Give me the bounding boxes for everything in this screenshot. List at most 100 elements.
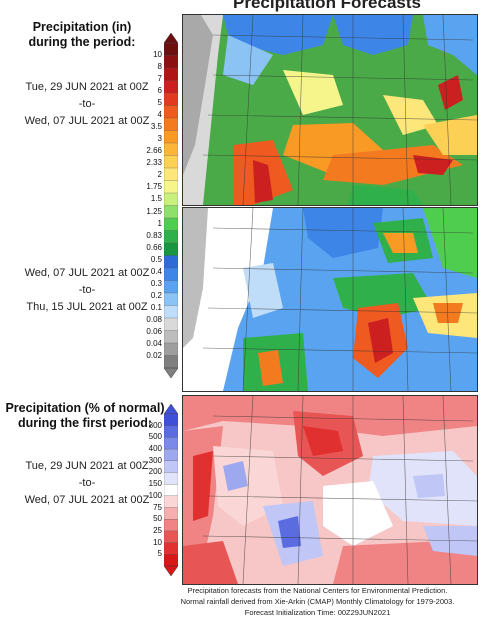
- normal-period-dates: Tue, 29 JUN 2021 at 00Z -to- Wed, 07 JUL…: [8, 458, 166, 509]
- precip-scale-label: 3: [157, 134, 162, 144]
- precip-scale-label: 0.3: [150, 278, 162, 288]
- normal-scale-swatch: [164, 472, 178, 485]
- normal-color-scale: [164, 404, 178, 576]
- precip-scale-label: 2: [157, 170, 162, 180]
- precip-scale-swatch: [164, 242, 178, 256]
- precip-scale-label: 1.75: [146, 182, 162, 192]
- precip-scale-label: 1.25: [146, 206, 162, 216]
- normal-scale-swatch: [164, 507, 178, 520]
- normal-scale-top-arrow: [164, 404, 178, 415]
- precip-scale-swatch: [164, 180, 178, 194]
- precip-scale-label: 8: [157, 62, 162, 72]
- precip-heading-line1: Precipitation (in): [32, 20, 132, 34]
- precip-scale-swatch: [164, 92, 178, 106]
- normal-scale-label: 5: [157, 549, 162, 559]
- period2-end: Thu, 15 JUL 2021 at 00Z: [26, 301, 148, 313]
- period2-start: Wed, 07 JUL 2021 at 00Z: [24, 267, 150, 279]
- precip-scale-label: 0.06: [146, 326, 162, 336]
- normal-period-sep: -to-: [78, 477, 96, 489]
- normal-scale-swatch: [164, 519, 178, 532]
- period1-dates: Tue, 29 JUN 2021 at 00Z -to- Wed, 07 JUL…: [8, 79, 166, 130]
- normal-scale-swatch: [164, 437, 178, 450]
- precip-scale-swatch: [164, 355, 178, 369]
- precip-scale-swatch: [164, 42, 178, 56]
- normal-scale-label: 100: [148, 490, 162, 500]
- precip-scale-swatch: [164, 230, 178, 244]
- precip-scale-label: 10: [153, 50, 162, 60]
- precip-scale-swatch: [164, 55, 178, 69]
- precip-scale-bottom-arrow: [164, 367, 178, 378]
- precip-scale-label: 0.04: [146, 338, 162, 348]
- precip-scale-label: 7: [157, 74, 162, 84]
- precip-scale-swatch: [164, 67, 178, 81]
- normal-scale-swatch: [164, 448, 178, 462]
- normal-scale-swatch: [164, 495, 178, 508]
- precip-scale-swatch: [164, 342, 178, 356]
- normal-scale-bottom-arrow: [164, 565, 178, 576]
- precip-scale-swatch: [164, 267, 178, 281]
- normal-scale-swatch: [164, 530, 178, 544]
- normal-scale-swatch: [164, 425, 178, 438]
- precip-scale-label: 3.5: [150, 122, 162, 132]
- normal-scale-label: 10: [153, 537, 162, 547]
- precip-scale-label: 0.66: [146, 242, 162, 252]
- precip-scale-swatch: [164, 292, 178, 306]
- precip-scale-swatch: [164, 317, 178, 331]
- normal-scale-swatch: [164, 484, 178, 497]
- precip-scale-label: 2.33: [146, 158, 162, 168]
- precip-scale-swatch: [164, 330, 178, 344]
- precip-color-scale: [164, 33, 178, 378]
- normal-scale-label: 75: [153, 502, 162, 512]
- normal-scale-label: 800: [148, 420, 162, 430]
- footer-line1: Precipitation forecasts from the Nationa…: [187, 586, 448, 595]
- normal-scale-label: 150: [148, 479, 162, 489]
- normal-scale-swatch: [164, 460, 178, 473]
- precip-scale-label: 0.08: [146, 314, 162, 324]
- precip-scale-swatch: [164, 130, 178, 144]
- normal-scale-label: 500: [148, 432, 162, 442]
- precip-scale-label: 2.66: [146, 146, 162, 156]
- precip-scale-label: 6: [157, 86, 162, 96]
- precip-scale-swatch: [164, 205, 178, 219]
- normal-scale-labels: 800 500 400 300 200 150 100 75 50 25 10 5: [130, 0, 162, 626]
- precip-heading-line2: during the period:: [28, 35, 136, 49]
- normal-scale-swatch: [164, 542, 178, 555]
- precip-scale-label: 1: [157, 218, 162, 228]
- precip-heading: Precipitation (in) during the period:: [12, 20, 152, 50]
- precip-scale-swatch: [164, 155, 178, 169]
- footer-notes: Precipitation forecasts from the Nationa…: [150, 585, 485, 618]
- footer-line3: Forecast Initialization Time: 00Z29JUN20…: [244, 608, 391, 617]
- precip-scale-label: 0.5: [150, 254, 162, 264]
- precip-scale-label: 0.83: [146, 230, 162, 240]
- precip-scale-label: 4: [157, 110, 162, 120]
- normal-heading: Precipitation (% of normal) during the f…: [5, 401, 165, 431]
- normal-period-end: Wed, 07 JUL 2021 at 00Z: [24, 494, 150, 506]
- normal-scale-swatch: [164, 554, 178, 567]
- normal-scale-label: 300: [148, 455, 162, 465]
- precip-scale-swatch: [164, 192, 178, 206]
- precip-map-period1: [182, 14, 478, 206]
- normal-scale-label: 50: [153, 514, 162, 524]
- precip-map-period2: [182, 207, 478, 392]
- normal-scale-swatch: [164, 413, 178, 427]
- precip-scale-swatch: [164, 80, 178, 94]
- precip-scale-swatch: [164, 142, 178, 156]
- precip-scale-label: 1.5: [150, 194, 162, 204]
- precip-scale-swatch: [164, 255, 178, 269]
- normal-scale-label: 200: [148, 467, 162, 477]
- precip-scale-label: 0.02: [146, 350, 162, 360]
- precip-scale-label: 0.1: [150, 302, 162, 312]
- precip-scale-swatch: [164, 305, 178, 319]
- precip-scale-label: 5: [157, 98, 162, 108]
- normal-heading-line1: Precipitation (% of normal): [5, 401, 165, 415]
- precip-scale-top-arrow: [164, 33, 178, 44]
- normal-scale-label: 400: [148, 444, 162, 454]
- precip-scale-label: 0.4: [150, 266, 162, 276]
- normal-scale-label: 25: [153, 525, 162, 535]
- period1-end: Wed, 07 JUL 2021 at 00Z: [24, 115, 150, 127]
- precip-scale-swatch: [164, 105, 178, 119]
- period1-sep: -to-: [78, 98, 96, 110]
- page-title: Precipitation Forecasts: [232, 0, 421, 12]
- normal-period-start: Tue, 29 JUN 2021 at 00Z: [25, 460, 149, 472]
- precip-scale-swatch: [164, 167, 178, 181]
